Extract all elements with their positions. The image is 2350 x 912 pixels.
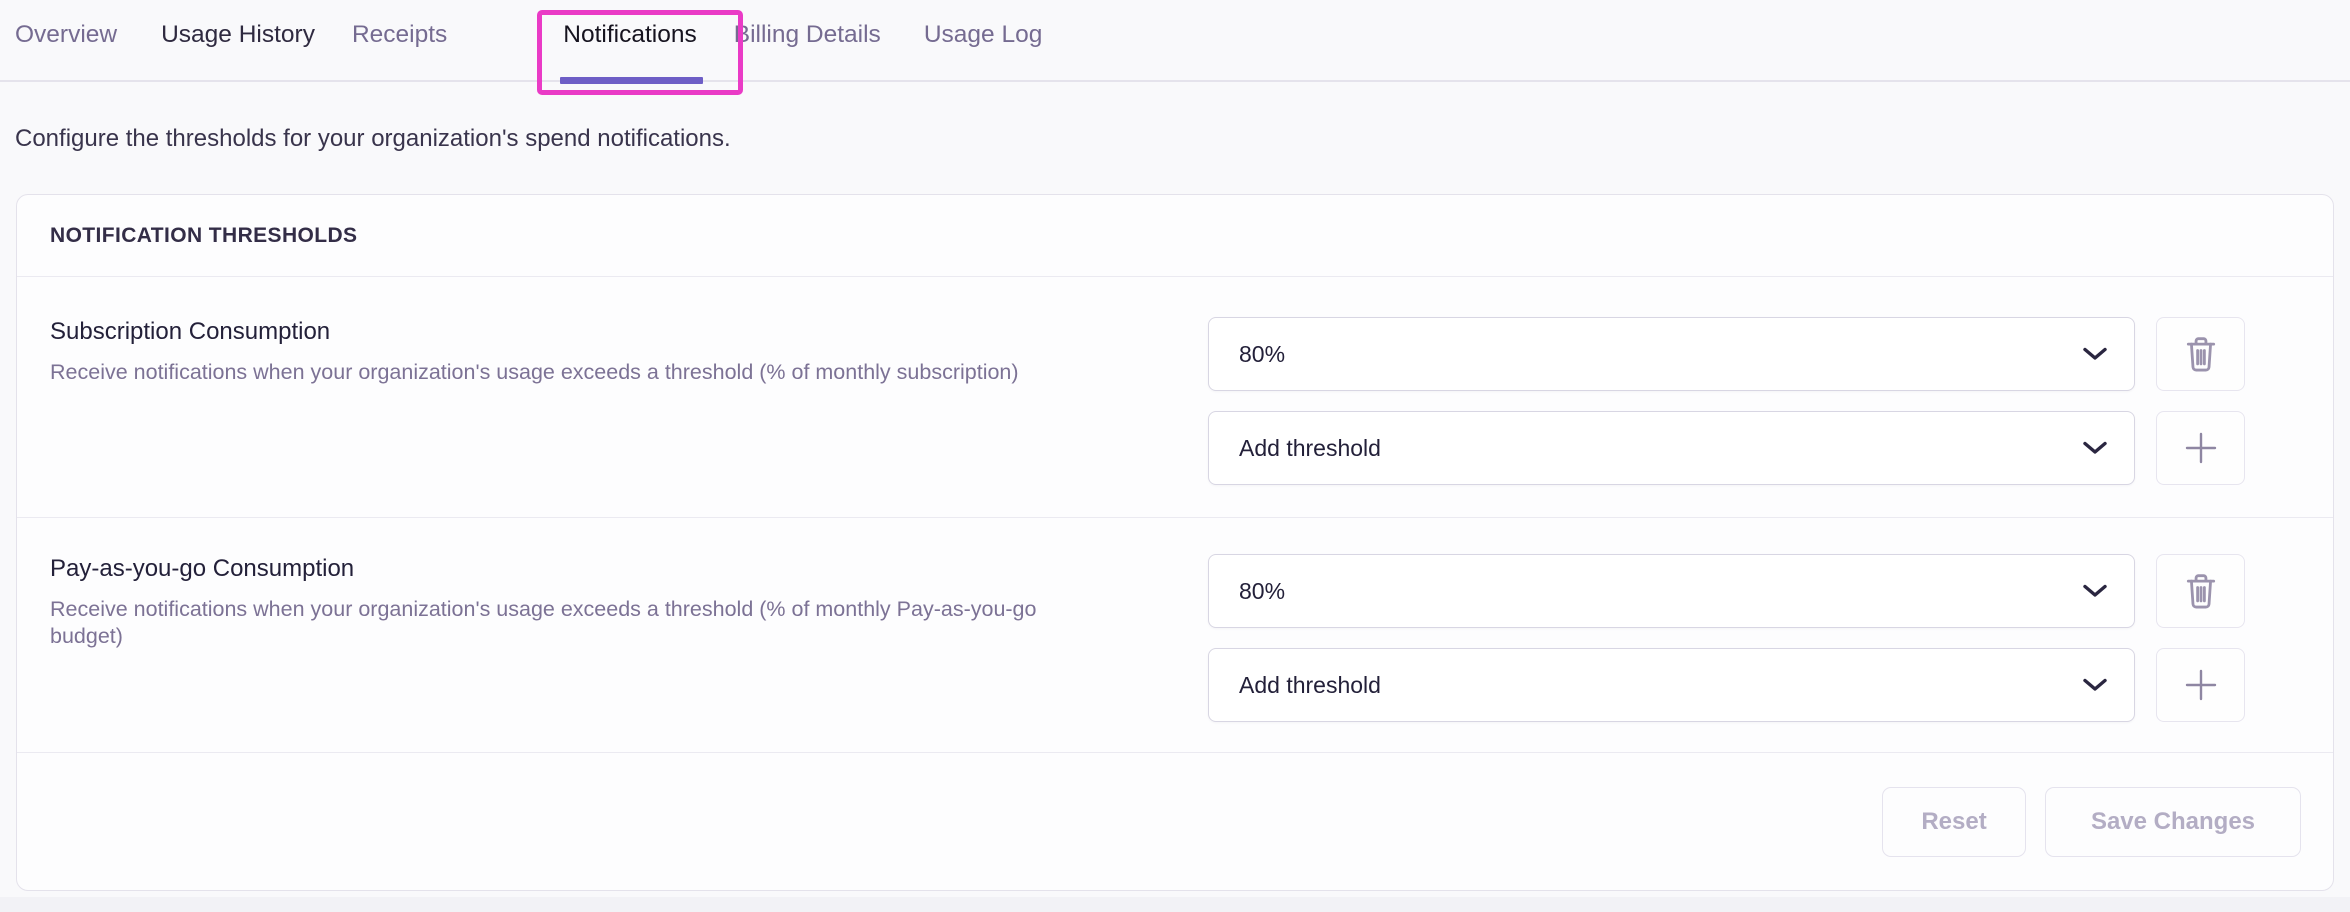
chevron-down-icon	[2082, 583, 2108, 599]
add-threshold-select[interactable]: Add threshold	[1208, 411, 2135, 485]
tab-overview[interactable]: Overview	[15, 21, 118, 48]
trash-icon	[2184, 572, 2218, 610]
threshold-select[interactable]: 80%	[1208, 554, 2135, 628]
tab-usage-history[interactable]: Usage History	[161, 21, 315, 48]
threshold-select-value: 80%	[1239, 577, 1286, 604]
save-changes-button[interactable]: Save Changes	[2045, 787, 2301, 857]
add-threshold-select[interactable]: Add threshold	[1208, 648, 2135, 722]
chevron-down-icon	[2082, 346, 2108, 362]
add-threshold-button[interactable]	[2156, 648, 2245, 722]
card-header: NOTIFICATION THRESHOLDS	[17, 195, 2333, 277]
card-footer: Reset Save Changes	[17, 753, 2333, 891]
add-threshold-placeholder: Add threshold	[1239, 434, 1381, 461]
add-threshold-placeholder: Add threshold	[1239, 671, 1381, 698]
tab-bar: Overview Usage History Receipts Notifica…	[0, 0, 2350, 84]
chevron-down-icon	[2082, 440, 2108, 456]
tab-usage-log[interactable]: Usage Log	[923, 21, 1043, 48]
section-description: Receive notifications when your organiza…	[50, 360, 1019, 384]
plus-icon	[2181, 665, 2221, 705]
tab-billing-details[interactable]: Billing Details	[733, 21, 881, 48]
plus-icon	[2181, 428, 2221, 468]
delete-threshold-button[interactable]	[2156, 554, 2245, 628]
section-payg-consumption: Pay-as-you-go Consumption Receive notifi…	[17, 518, 2333, 753]
tab-notifications[interactable]: Notifications	[560, 20, 703, 84]
chevron-down-icon	[2082, 677, 2108, 693]
notification-thresholds-card: NOTIFICATION THRESHOLDS Subscription Con…	[16, 194, 2334, 891]
threshold-controls: 80%	[1208, 554, 2245, 722]
section-description: Receive notifications when your organiza…	[50, 597, 1037, 648]
delete-threshold-button[interactable]	[2156, 317, 2245, 391]
tab-receipts[interactable]: Receipts	[351, 21, 448, 48]
threshold-controls: 80%	[1208, 317, 2245, 485]
tab-notifications-label: Notifications	[563, 21, 697, 48]
threshold-select-value: 80%	[1239, 340, 1286, 367]
trash-icon	[2184, 335, 2218, 373]
section-title: Subscription Consumption	[50, 318, 331, 345]
threshold-select[interactable]: 80%	[1208, 317, 2135, 391]
reset-button[interactable]: Reset	[1882, 787, 2026, 857]
section-title: Pay-as-you-go Consumption	[50, 555, 355, 582]
add-threshold-button[interactable]	[2156, 411, 2245, 485]
active-tab-underline	[560, 77, 703, 84]
section-subscription-consumption: Subscription Consumption Receive notific…	[17, 277, 2333, 518]
bottom-band	[0, 897, 2350, 912]
page-description: Configure the thresholds for your organi…	[15, 125, 731, 152]
